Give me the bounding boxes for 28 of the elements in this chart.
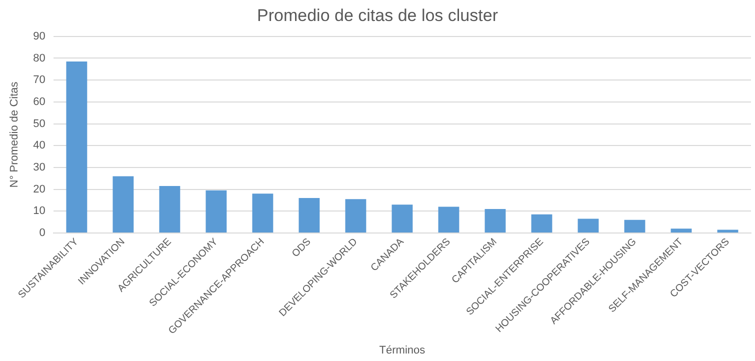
bar xyxy=(578,218,599,232)
bar xyxy=(624,220,646,232)
bar xyxy=(438,206,460,232)
y-tick-label: 30 xyxy=(33,161,46,174)
bar xyxy=(717,230,738,232)
bar xyxy=(345,199,366,232)
bar xyxy=(66,62,88,232)
y-tick-label: 90 xyxy=(33,30,46,42)
y-tick-label: 0 xyxy=(39,227,46,240)
bar xyxy=(298,198,320,232)
y-tick-label: 80 xyxy=(33,52,46,64)
y-tick-label: 50 xyxy=(33,118,46,130)
bar xyxy=(392,204,413,232)
y-axis-title: N° Promedio de Citas xyxy=(8,81,21,188)
y-tick-label: 70 xyxy=(33,74,46,86)
bar xyxy=(484,208,506,232)
y-tick-label: 10 xyxy=(33,205,46,218)
bar xyxy=(670,228,692,232)
bar xyxy=(159,186,180,232)
y-tick-label: 60 xyxy=(33,96,46,108)
y-tick-label: 40 xyxy=(33,140,46,152)
y-tick-label: 20 xyxy=(33,183,46,196)
chart-title: Promedio de citas de los cluster xyxy=(257,6,498,25)
bar xyxy=(531,214,552,232)
bar xyxy=(252,194,274,232)
bar xyxy=(112,176,134,232)
x-axis-title: Términos xyxy=(379,344,426,356)
bar xyxy=(206,190,227,232)
